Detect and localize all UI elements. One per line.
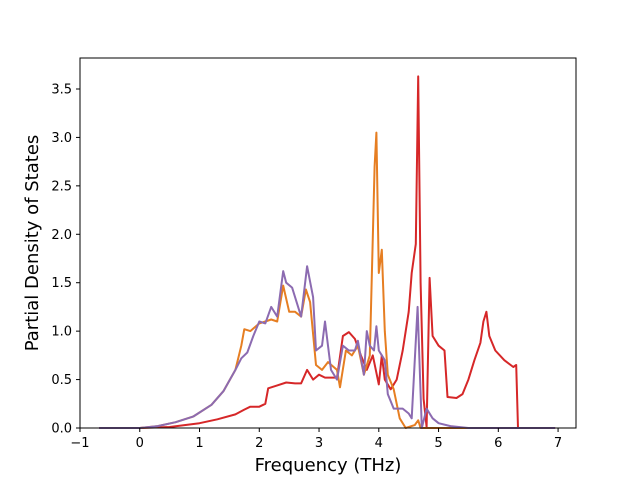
x-tick-label: −1 bbox=[70, 436, 89, 451]
y-tick-label: 1.0 bbox=[51, 325, 72, 340]
x-axis-ticks: −1 0 1 2 3 4 5 6 7 bbox=[70, 428, 562, 451]
y-axis-label: Partial Density of States bbox=[22, 135, 43, 352]
x-tick-label: 1 bbox=[195, 436, 203, 451]
x-tick-label: 6 bbox=[494, 436, 502, 451]
series-line-3 bbox=[99, 265, 556, 429]
y-axis-ticks: 0.0 0.5 1.0 1.5 2.0 2.5 3.0 3.5 bbox=[51, 82, 80, 437]
series-line-2 bbox=[99, 131, 556, 429]
x-tick-label: 3 bbox=[315, 436, 323, 451]
plot-lines bbox=[99, 75, 556, 429]
x-axis-label: Frequency (THz) bbox=[255, 455, 402, 476]
series-line-1 bbox=[99, 75, 556, 429]
x-tick-label: 2 bbox=[255, 436, 263, 451]
y-tick-label: 1.5 bbox=[51, 276, 72, 291]
x-tick-label: 7 bbox=[554, 436, 562, 451]
plot-frame bbox=[79, 57, 577, 429]
x-tick-label: 0 bbox=[136, 436, 144, 451]
y-tick-label: 2.5 bbox=[51, 179, 72, 194]
y-tick-label: 0.0 bbox=[51, 422, 72, 437]
y-tick-label: 0.5 bbox=[51, 373, 72, 388]
y-tick-label: 3.5 bbox=[51, 82, 72, 97]
y-tick-label: 3.0 bbox=[51, 131, 72, 146]
x-tick-label: 5 bbox=[434, 436, 442, 451]
y-tick-label: 2.0 bbox=[51, 228, 72, 243]
x-tick-label: 4 bbox=[375, 436, 383, 451]
